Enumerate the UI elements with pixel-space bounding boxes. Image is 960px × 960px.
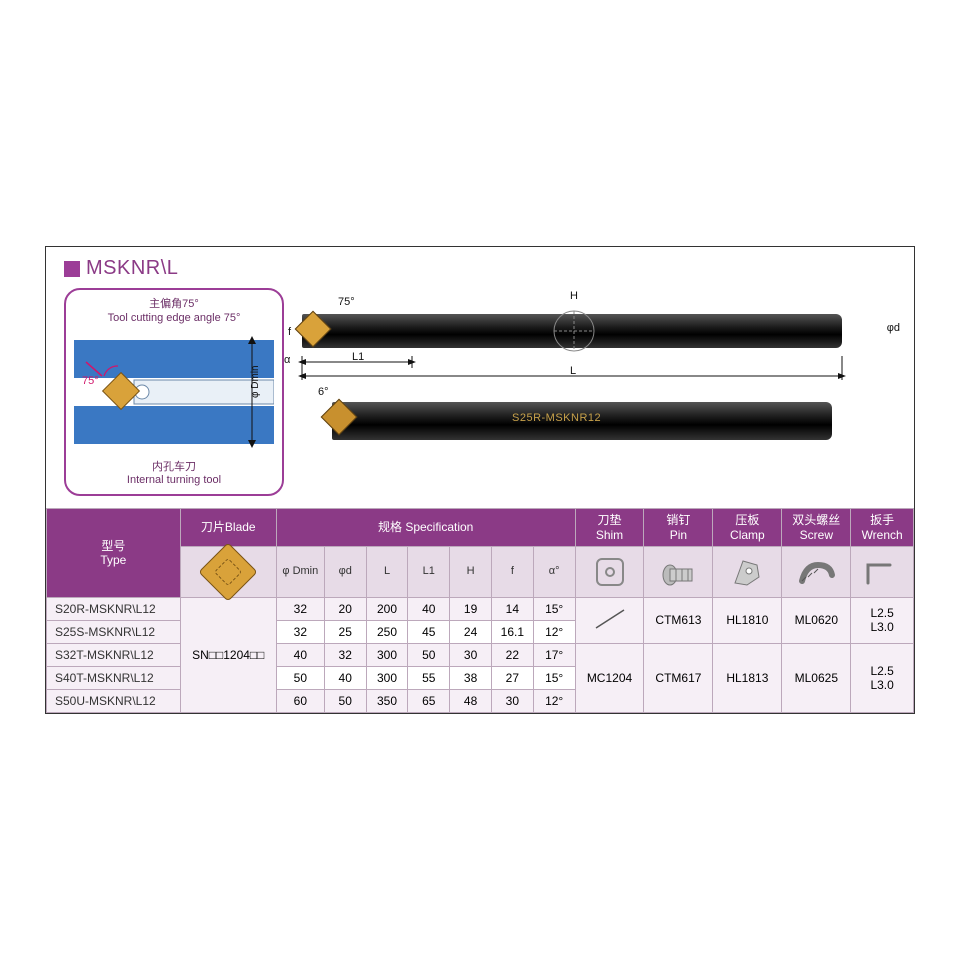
col-pin: 销钉Pin	[644, 509, 713, 547]
brand-square-icon	[64, 261, 80, 277]
cell-type: S20R-MSKNR\L12	[47, 597, 181, 620]
dim-alpha: α	[284, 354, 290, 366]
diagram-caption-top-cn: 主偏角75°	[72, 298, 276, 312]
upper-section: 主偏角75° Tool cutting edge angle 75° 75°	[46, 288, 914, 508]
table-row: S20R-MSKNR\L12 SN□□1204□□ 32 20 200 40 1…	[47, 597, 914, 620]
pin-icon-cell	[644, 546, 713, 597]
blade-icon	[199, 542, 258, 601]
blade-cn: 刀片	[201, 520, 225, 534]
clamp-icon-cell	[713, 546, 782, 597]
sub-f: f	[491, 546, 533, 597]
shim-icon	[593, 555, 627, 589]
diagram-caption-bottom-cn: 内孔车刀	[72, 461, 276, 475]
spec-sheet: MSKNR\L 主偏角75° Tool cutting edge angle 7…	[45, 246, 915, 714]
cell-blade-code: SN□□1204□□	[180, 597, 276, 712]
sub-L: L	[366, 546, 408, 597]
screw-icon-cell	[782, 546, 851, 597]
dim-phid: φd	[887, 322, 900, 334]
sub-d: φd	[324, 546, 366, 597]
wrench-icon-cell	[851, 546, 914, 597]
boring-bar-top	[302, 314, 842, 348]
product-code-label: S25R-MSKNR12	[512, 412, 601, 424]
cell-wrench-0: L2.5 L3.0	[851, 597, 914, 643]
cell-pin-0: CTM613	[644, 597, 713, 643]
specification-table: 型号 Type 刀片Blade 规格 Specification 刀垫Shim …	[46, 508, 914, 713]
tech-drawing-row: H φd 75° f α	[302, 314, 896, 348]
diagram-svg: 75° φ Dmin	[72, 332, 276, 457]
cell-screw-0: ML0620	[782, 597, 851, 643]
svg-text:L: L	[570, 365, 576, 377]
screw-icon	[796, 555, 836, 589]
boring-bar-bottom: S25R-MSKNR12	[332, 402, 832, 440]
diagram-caption-top-en: Tool cutting edge angle 75°	[72, 312, 276, 326]
header-row-1: 型号 Type 刀片Blade 规格 Specification 刀垫Shim …	[47, 509, 914, 547]
type-cn: 型号	[101, 539, 125, 553]
pin-icon	[658, 555, 698, 589]
title-row: MSKNR\L	[46, 247, 914, 288]
insert-icon	[321, 399, 358, 436]
blade-image-cell	[180, 546, 276, 597]
sub-a: α°	[533, 546, 575, 597]
wrench-icon	[862, 555, 902, 589]
h-circle-icon	[552, 309, 596, 353]
product-photo-row: 6° S25R-MSKNR12	[302, 402, 896, 440]
table-body: S20R-MSKNR\L12 SN□□1204□□ 32 20 200 40 1…	[47, 597, 914, 712]
col-clamp: 压板Clamp	[713, 509, 782, 547]
cell-wrench-1: L2.5 L3.0	[851, 643, 914, 712]
dash-icon	[590, 604, 630, 634]
product-family-title: MSKNR\L	[86, 257, 178, 280]
insert-icon	[295, 311, 332, 348]
col-blade: 刀片Blade	[180, 509, 276, 547]
col-shim: 刀垫Shim	[575, 509, 644, 547]
dim-75: 75°	[338, 296, 355, 308]
col-type: 型号 Type	[47, 509, 181, 598]
col-wrench: 扳手Wrench	[851, 509, 914, 547]
product-illustration: H φd 75° f α	[302, 288, 896, 496]
blade-en: Blade	[225, 520, 256, 534]
diagram-caption-bottom-en: Internal turning tool	[72, 474, 276, 488]
cell-shim-0	[575, 597, 644, 643]
type-en: Type	[100, 553, 126, 567]
col-spec: 规格 Specification	[276, 509, 575, 547]
shim-icon-cell	[575, 546, 644, 597]
cell-clamp-0: HL1810	[713, 597, 782, 643]
dimension-lines: L1 L	[294, 350, 854, 384]
cell-pin-1: CTM617	[644, 643, 713, 712]
angle-75-text: 75°	[82, 375, 99, 387]
bar-head-bottom	[320, 396, 380, 442]
dim-H: H	[570, 290, 578, 302]
svg-text:L1: L1	[352, 351, 364, 363]
cutting-angle-diagram: 主偏角75° Tool cutting edge angle 75° 75°	[64, 288, 284, 496]
spec-en: Specification	[405, 520, 473, 534]
table-row: S32T-MSKNR\L12 40 32 300 50 30 22 17° MC…	[47, 643, 914, 666]
sub-dmin: φ Dmin	[276, 546, 324, 597]
cell-clamp-1: HL1813	[713, 643, 782, 712]
bar-head-top	[294, 308, 354, 354]
cell-screw-1: ML0625	[782, 643, 851, 712]
sub-H: H	[450, 546, 492, 597]
svg-text:φ Dmin: φ Dmin	[250, 365, 261, 398]
cell-shim-1: MC1204	[575, 643, 644, 712]
clamp-icon	[729, 555, 765, 589]
sub-L1: L1	[408, 546, 450, 597]
spec-cn: 规格	[378, 520, 402, 534]
dim-f: f	[288, 326, 291, 338]
col-screw: 双头螺丝Screw	[782, 509, 851, 547]
